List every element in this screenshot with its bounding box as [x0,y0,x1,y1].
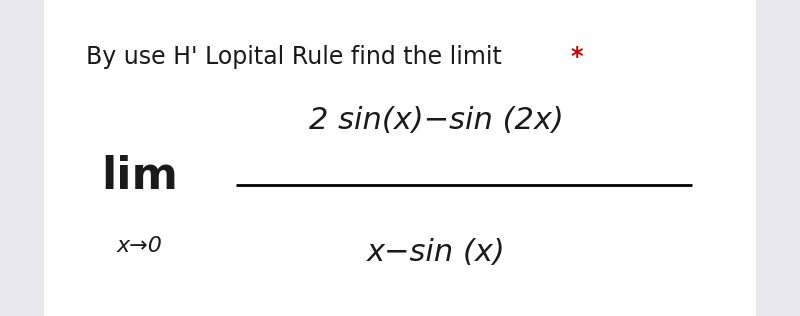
FancyBboxPatch shape [44,0,756,316]
Text: By use H' Lopital Rule find the limit: By use H' Lopital Rule find the limit [86,45,510,69]
Text: x→0: x→0 [117,236,163,257]
Text: lim: lim [102,155,178,198]
Text: 2 sin(x)−sin (2x): 2 sin(x)−sin (2x) [309,106,563,135]
Text: x−sin (x): x−sin (x) [366,238,506,267]
Text: *: * [570,45,583,69]
